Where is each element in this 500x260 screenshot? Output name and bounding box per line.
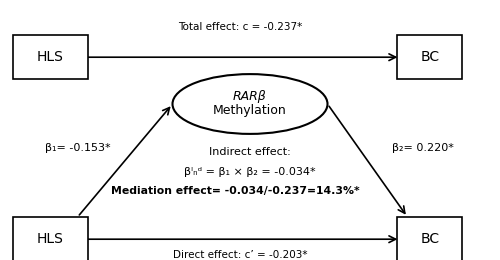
Text: RARβ: RARβ bbox=[233, 90, 267, 103]
Text: BC: BC bbox=[420, 50, 440, 64]
FancyBboxPatch shape bbox=[12, 35, 88, 79]
FancyBboxPatch shape bbox=[12, 217, 88, 260]
Text: β₁= -0.153*: β₁= -0.153* bbox=[44, 143, 110, 153]
Text: HLS: HLS bbox=[36, 50, 64, 64]
Text: Direct effect: c’ = -0.203*: Direct effect: c’ = -0.203* bbox=[173, 250, 307, 260]
Ellipse shape bbox=[172, 74, 328, 134]
Text: Methylation: Methylation bbox=[213, 104, 287, 117]
Text: Mediation effect= -0.034/-0.237=14.3%*: Mediation effect= -0.034/-0.237=14.3%* bbox=[110, 186, 360, 196]
Text: BC: BC bbox=[420, 232, 440, 246]
FancyBboxPatch shape bbox=[398, 35, 462, 79]
Text: βᴵₙᵈ = β₁ × β₂ = -0.034*: βᴵₙᵈ = β₁ × β₂ = -0.034* bbox=[184, 167, 316, 177]
Text: β₂= 0.220*: β₂= 0.220* bbox=[392, 143, 454, 153]
Text: Indirect effect:: Indirect effect: bbox=[209, 147, 291, 157]
Text: HLS: HLS bbox=[36, 232, 64, 246]
FancyBboxPatch shape bbox=[398, 217, 462, 260]
Text: Total effect: c = -0.237*: Total effect: c = -0.237* bbox=[178, 22, 302, 32]
